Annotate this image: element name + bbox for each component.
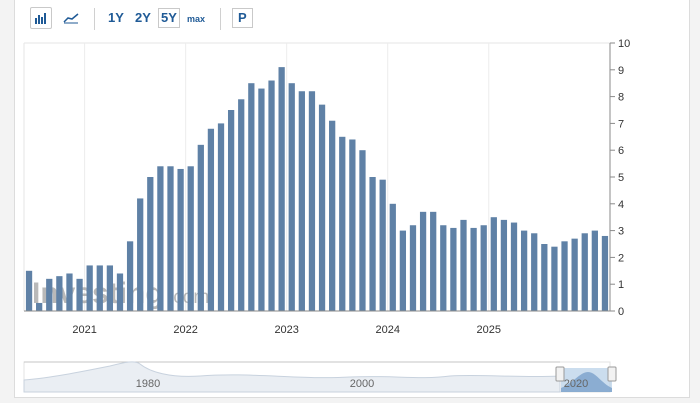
bar-chart-button[interactable] — [30, 7, 52, 29]
y-tick-label: 8 — [618, 92, 624, 104]
toolbar-separator — [220, 8, 221, 30]
bar[interactable] — [571, 238, 578, 311]
bar[interactable] — [329, 120, 336, 311]
y-tick-label: 2 — [618, 252, 624, 264]
bar[interactable] — [389, 203, 396, 311]
navigator-right-handle[interactable] — [607, 366, 617, 382]
bar[interactable] — [288, 83, 295, 311]
bar[interactable] — [308, 91, 316, 312]
y-tick-label: 3 — [618, 226, 624, 238]
bar[interactable] — [591, 230, 598, 311]
bar[interactable] — [551, 246, 558, 311]
chart-toolbar: 1Y 2Y 5Y max P — [14, 4, 690, 30]
navigator-year-label: 2020 — [564, 378, 588, 390]
range-2y-button[interactable]: 2Y — [135, 10, 151, 25]
x-tick-label: 2024 — [375, 324, 399, 336]
bar[interactable] — [187, 166, 194, 311]
bar[interactable] — [36, 302, 43, 311]
bar[interactable] — [217, 123, 225, 312]
bar[interactable] — [238, 99, 245, 311]
y-tick-label: 4 — [618, 199, 624, 211]
navigator-year-label: 2000 — [350, 378, 374, 390]
bar[interactable] — [561, 241, 568, 311]
bar[interactable] — [419, 211, 427, 311]
navigator-left-handle[interactable] — [555, 366, 565, 382]
y-tick-label: 10 — [618, 38, 630, 50]
bar[interactable] — [379, 179, 386, 311]
x-tick-label: 2025 — [477, 324, 501, 336]
bar[interactable] — [248, 83, 255, 311]
area-chart-button[interactable] — [60, 7, 82, 29]
bar[interactable] — [197, 144, 204, 311]
bar[interactable] — [339, 136, 346, 311]
y-tick-label: 0 — [618, 306, 624, 318]
bar[interactable] — [46, 278, 53, 311]
p-button[interactable]: P — [232, 8, 253, 28]
bar[interactable] — [56, 276, 63, 311]
bar[interactable] — [490, 217, 497, 311]
bar[interactable] — [399, 230, 407, 311]
y-tick-label: 9 — [618, 65, 624, 77]
bar[interactable] — [409, 225, 417, 311]
navigator[interactable]: 1980 2000 2020 — [23, 361, 617, 393]
gridlines — [23, 42, 610, 311]
bar[interactable] — [66, 273, 73, 311]
bar[interactable] — [601, 235, 609, 311]
bar[interactable] — [541, 244, 548, 311]
bar[interactable] — [318, 104, 326, 311]
y-tick-label: 6 — [618, 145, 624, 157]
y-tick-label: 5 — [618, 172, 624, 184]
range-max-button[interactable]: max — [187, 14, 206, 24]
bar[interactable] — [520, 230, 528, 311]
bar[interactable] — [137, 198, 144, 311]
bar[interactable] — [25, 270, 33, 311]
bar[interactable] — [460, 219, 467, 311]
navigator-selected-series — [561, 372, 612, 392]
bar[interactable] — [430, 211, 437, 311]
bar[interactable] — [440, 225, 447, 311]
bar[interactable] — [207, 128, 215, 311]
bar[interactable] — [76, 278, 83, 311]
range-5y-button[interactable]: 5Y — [158, 8, 180, 28]
bar[interactable] — [359, 150, 366, 311]
bar[interactable] — [581, 233, 588, 311]
bar[interactable] — [500, 219, 508, 311]
bar[interactable] — [167, 166, 174, 311]
toolbar-separator — [94, 8, 95, 30]
bar[interactable] — [278, 67, 285, 312]
y-tick-label: 1 — [618, 279, 624, 291]
x-tick-label: 2021 — [72, 324, 96, 336]
bar[interactable] — [510, 222, 518, 311]
bar[interactable] — [86, 265, 93, 311]
range-1y-button[interactable]: 1Y — [108, 10, 124, 25]
bar[interactable] — [177, 168, 184, 311]
bar[interactable] — [258, 88, 265, 311]
bar[interactable] — [126, 241, 134, 311]
bar[interactable] — [157, 166, 164, 311]
navigator-series — [23, 361, 561, 393]
bar[interactable] — [531, 233, 538, 311]
bar[interactable] — [227, 110, 235, 311]
y-tick-label: 7 — [618, 118, 624, 130]
bar[interactable] — [268, 80, 275, 312]
navigator-year-label: 1980 — [136, 378, 160, 390]
x-tick-label: 2023 — [274, 324, 298, 336]
bar[interactable] — [369, 177, 376, 311]
bar-series — [25, 67, 609, 312]
bar[interactable] — [298, 91, 305, 312]
bar[interactable] — [480, 225, 487, 311]
x-tick-label: 2022 — [173, 324, 197, 336]
bar[interactable] — [96, 265, 103, 311]
bar-chart-icon — [35, 13, 46, 24]
axes: 2021 2022 2023 2024 2025 0 1 2 3 4 5 6 7 8 9 10 — [24, 38, 630, 336]
bar[interactable] — [349, 139, 356, 311]
bar[interactable] — [470, 227, 477, 311]
area-chart-icon — [63, 13, 79, 24]
bar[interactable] — [450, 227, 457, 311]
bar[interactable] — [116, 273, 124, 311]
bar[interactable] — [147, 177, 154, 311]
bar[interactable] — [106, 265, 114, 311]
